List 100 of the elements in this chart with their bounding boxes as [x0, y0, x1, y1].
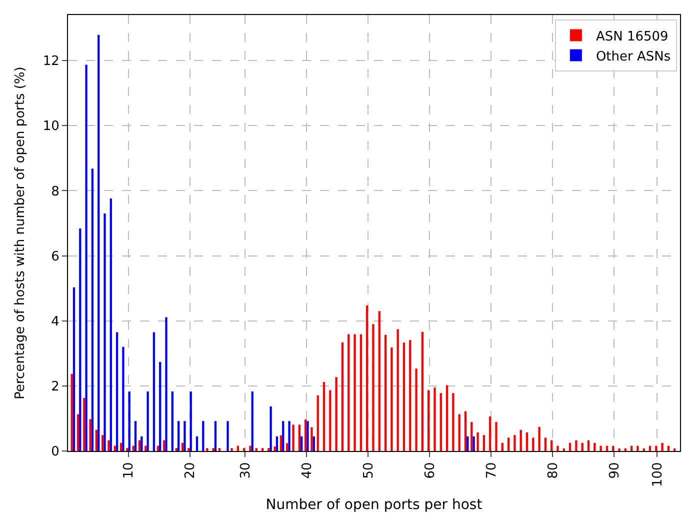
bar [409, 340, 412, 451]
bar [507, 438, 510, 451]
bar [108, 440, 110, 451]
bar [138, 440, 141, 451]
bar [292, 424, 294, 451]
bar [532, 438, 534, 451]
bar [581, 442, 584, 451]
bar [594, 442, 596, 451]
bar [322, 382, 326, 451]
bar [466, 436, 469, 451]
bar [206, 448, 208, 451]
bar [251, 391, 254, 451]
y-axis-title: Percentage of hosts with number of open ports (%) [12, 66, 28, 400]
y-tick-label: 6 [51, 249, 60, 264]
bar [575, 440, 578, 451]
bar [282, 421, 284, 451]
legend-label: ASN 16509 [596, 29, 668, 44]
bar [520, 430, 522, 451]
bar [562, 448, 565, 451]
bar [165, 317, 168, 451]
bar [329, 390, 332, 451]
bar [489, 416, 492, 451]
bar [280, 435, 282, 451]
x-tick-label: 70 [484, 462, 500, 479]
bar [91, 168, 94, 451]
bar [458, 414, 460, 451]
bar [434, 388, 436, 451]
bar [316, 395, 319, 451]
bar [230, 448, 233, 451]
bar [428, 390, 430, 451]
bar [556, 446, 559, 451]
bar [104, 213, 106, 451]
bar [98, 34, 100, 451]
bar [249, 446, 252, 451]
bar [276, 436, 278, 451]
bar [310, 427, 313, 451]
bar [72, 287, 76, 451]
bar [526, 432, 528, 451]
bar [128, 391, 130, 451]
bar [298, 424, 300, 451]
bar [274, 446, 276, 451]
bar [214, 421, 217, 451]
x-tick-label: 50 [361, 462, 376, 479]
bar [661, 442, 664, 451]
bar [476, 432, 479, 451]
bar [440, 393, 442, 451]
bar [175, 448, 178, 451]
bar [181, 442, 184, 451]
y-tick-label: 12 [42, 54, 60, 70]
bar [202, 421, 204, 451]
bar [312, 436, 315, 451]
x-tick-label: 10 [122, 462, 137, 479]
bar [472, 436, 475, 451]
bar [134, 421, 137, 451]
bar [89, 419, 92, 451]
bar [188, 448, 190, 451]
bar [300, 436, 303, 451]
bar [501, 442, 504, 451]
legend-label: Other ASNs [596, 49, 671, 64]
x-axis-title: Number of open ports per host [266, 497, 483, 513]
bar [110, 198, 112, 451]
bar [415, 368, 418, 451]
bar [190, 391, 192, 451]
bar [636, 446, 639, 451]
bar [212, 448, 214, 451]
bar [177, 421, 180, 451]
y-tick-label: 0 [51, 444, 60, 460]
bar [464, 411, 467, 451]
bar [674, 448, 676, 451]
x-tick-label: 40 [300, 462, 315, 479]
bar [226, 421, 229, 451]
bar [587, 440, 590, 451]
y-tick-label: 8 [51, 184, 60, 200]
bar [184, 421, 186, 451]
bar [544, 438, 547, 451]
bar [378, 311, 380, 451]
bar [242, 448, 246, 451]
bar [286, 443, 288, 451]
bar [390, 348, 393, 451]
bar [372, 324, 374, 451]
bar [348, 334, 350, 451]
bar [624, 448, 626, 451]
bar [126, 448, 128, 451]
x-tick-label: 60 [422, 462, 438, 479]
bar [618, 448, 620, 451]
bar [538, 426, 540, 451]
x-tick-label: 20 [183, 462, 198, 479]
bar [396, 329, 399, 451]
bar [261, 448, 264, 451]
bar [470, 422, 473, 451]
x-tick-label: 80 [546, 462, 561, 479]
bar [402, 342, 406, 451]
bar [514, 435, 516, 451]
bar [452, 393, 454, 451]
bar [163, 440, 166, 451]
bar [196, 436, 198, 451]
bar [384, 334, 387, 451]
bar [288, 421, 290, 451]
bar [495, 422, 498, 451]
x-tick-label: 90 [607, 462, 622, 479]
